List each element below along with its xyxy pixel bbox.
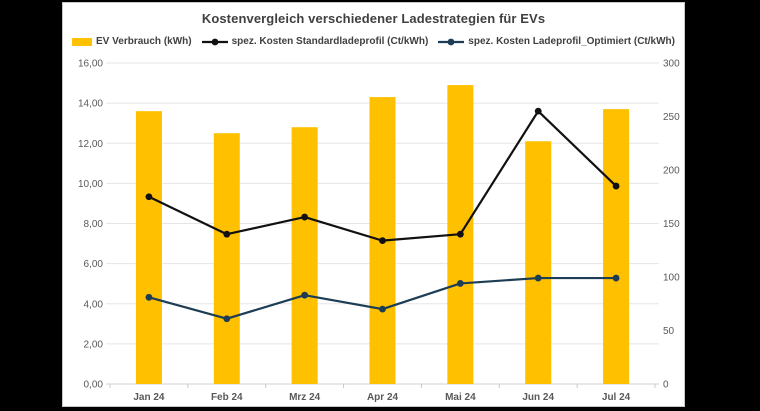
legend-item: spez. Kosten Standardladeprofil (Ct/kWh) [201, 36, 429, 47]
left-axis-tick-label: 14,00 [78, 99, 103, 110]
data-point [534, 274, 542, 282]
plot-area: 0,00 2,00 4,00 6,00 8,00 10,00 12,00 14,00 16,00… [78, 59, 680, 404]
bar [135, 111, 162, 385]
bar [291, 127, 318, 384]
right-axis-tick-label: 100 [663, 273, 680, 284]
legend-bar-swatch-icon [72, 37, 93, 46]
data-point [612, 274, 620, 282]
left-axis-tick-label: 16,00 [78, 59, 103, 70]
x-axis-category-label: Feb 24 [211, 392, 243, 403]
x-axis-category-label: Apr 24 [367, 392, 399, 403]
bar [603, 109, 630, 385]
legend-line-marker-icon [438, 38, 465, 45]
data-point [223, 230, 231, 238]
right-axis-tick-label: 150 [663, 219, 680, 230]
left-axis-tick-label: 4,00 [84, 299, 104, 310]
right-axis-tick-label: 250 [663, 112, 680, 123]
data-point [456, 280, 464, 287]
right-axis-tick-label: 300 [663, 59, 680, 70]
bar [525, 141, 552, 384]
right-axis-tick-label: 50 [663, 326, 675, 337]
right-axis-tick-label: 200 [663, 166, 680, 177]
legend-label: EV Verbrauch (kWh) [96, 36, 192, 47]
x-axis-category-label: Jan 24 [133, 392, 165, 403]
legend-item: EV Verbrauch (kWh) [72, 36, 192, 47]
left-axis-tick-label: 6,00 [84, 259, 104, 270]
x-axis-category-label: Mrz 24 [289, 392, 321, 403]
right-axis-tick-label: 0 [663, 380, 669, 391]
data-point [145, 293, 153, 301]
left-axis-tick-label: 2,00 [84, 339, 104, 350]
data-point [301, 291, 309, 299]
x-axis-category-label: Jun 24 [522, 392, 554, 403]
chart-title: Kostenvergleich verschiedener Ladestrate… [201, 11, 546, 26]
data-point [223, 315, 231, 323]
data-point [456, 230, 464, 238]
legend-item: spez. Kosten Ladeprofil_Optimiert (Ct/kW… [438, 36, 675, 47]
left-axis-tick-label: 0,00 [84, 380, 104, 391]
legend-label: spez. Kosten Ladeprofil_Optimiert (Ct/kW… [468, 36, 675, 47]
legend-label: spez. Kosten Standardladeprofil (Ct/kWh) [231, 36, 429, 47]
x-axis-category-label: Mai 24 [445, 392, 476, 403]
data-point [301, 213, 309, 221]
bar [213, 133, 240, 384]
data-point [145, 193, 153, 201]
legend: EV Verbrauch (kWh) spez. Kosten Standardl… [63, 36, 684, 47]
chart-card: Kostenvergleich verschiedener Ladestrate… [62, 2, 685, 407]
left-axis-tick-label: 12,00 [78, 139, 103, 150]
left-axis-tick-label: 10,00 [78, 179, 103, 190]
data-point [379, 237, 386, 245]
data-point [379, 305, 386, 313]
left-axis-tick-label: 8,00 [84, 219, 104, 230]
data-point [534, 107, 542, 115]
data-point [612, 182, 620, 190]
x-axis-category-label: Jul 24 [602, 392, 631, 403]
legend-line-marker-icon [201, 38, 228, 45]
